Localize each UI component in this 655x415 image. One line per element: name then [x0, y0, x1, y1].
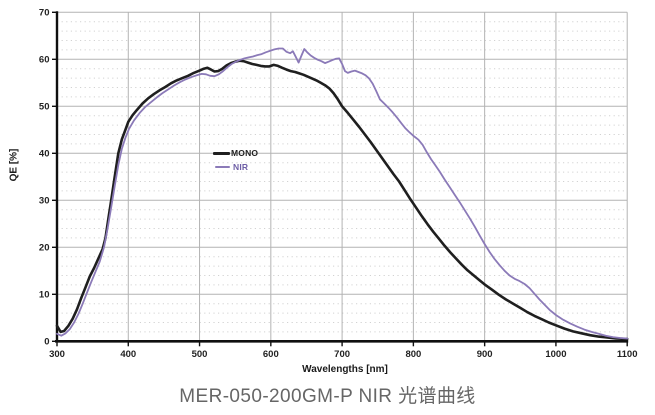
svg-text:600: 600 — [263, 349, 279, 360]
svg-text:700: 700 — [334, 349, 350, 360]
svg-text:1000: 1000 — [545, 349, 566, 360]
svg-text:300: 300 — [49, 349, 65, 360]
mono-line-swatch — [213, 151, 230, 155]
y-tick-labels: 0 10 20 30 40 50 60 70 — [39, 8, 50, 348]
svg-text:400: 400 — [120, 349, 136, 360]
svg-text:800: 800 — [405, 349, 421, 360]
nir-line-swatch — [215, 166, 230, 168]
series-line-mono — [55, 59, 629, 341]
svg-text:0: 0 — [44, 337, 49, 348]
x-tick-labels: 300 400 500 600 700 800 900 1000 1100 — [49, 349, 637, 360]
legend-item-nir: NIR — [213, 162, 258, 172]
major-gridlines — [57, 11, 628, 342]
figure-caption: MER-050-200GM-P NIR 光谱曲线 — [179, 386, 476, 407]
tick-marks — [52, 11, 628, 347]
svg-text:60: 60 — [39, 55, 50, 66]
svg-text:50: 50 — [39, 102, 50, 113]
legend-label-nir: NIR — [233, 162, 249, 172]
svg-text:1100: 1100 — [617, 349, 638, 360]
series-line-nir — [56, 47, 629, 340]
x-axis-title: Wavelengths [nm] — [302, 364, 388, 375]
chart-legend: MONO NIR — [213, 148, 258, 172]
y-axis-title: QE [%] — [8, 148, 20, 182]
svg-text:20: 20 — [39, 243, 50, 254]
svg-text:500: 500 — [192, 349, 208, 360]
svg-text:30: 30 — [39, 196, 50, 207]
svg-text:40: 40 — [39, 149, 50, 160]
legend-item-mono: MONO — [213, 148, 258, 158]
svg-text:10: 10 — [39, 290, 50, 301]
svg-text:70: 70 — [39, 8, 50, 19]
svg-text:900: 900 — [477, 349, 493, 360]
legend-label-mono: MONO — [231, 148, 259, 158]
